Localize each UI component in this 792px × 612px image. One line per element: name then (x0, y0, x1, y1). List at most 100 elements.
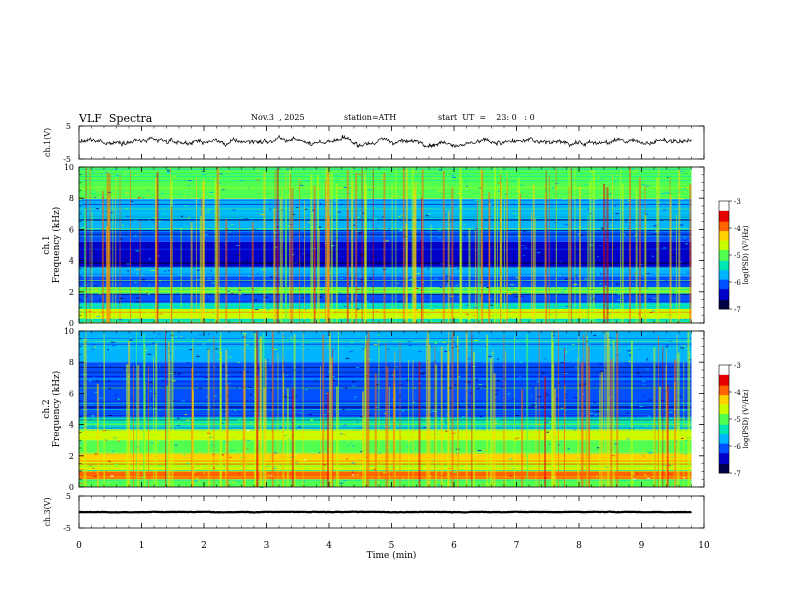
speckle (251, 401, 255, 403)
speckle (148, 219, 150, 221)
speckle (320, 484, 323, 486)
sferic (534, 217, 536, 323)
speckle (521, 244, 526, 246)
speckle (222, 189, 225, 191)
speckle (437, 229, 442, 231)
speckle (339, 482, 344, 484)
sferic (283, 373, 285, 487)
sferic (476, 200, 478, 323)
speckle (627, 446, 629, 448)
speckle (126, 263, 130, 265)
speckle (415, 267, 419, 269)
speckle (561, 291, 565, 293)
speckle (576, 233, 581, 235)
speckle (686, 250, 691, 252)
colorbar-step (719, 267, 729, 269)
speckle (672, 290, 675, 292)
colorbar-step (719, 425, 729, 428)
speckle (455, 485, 457, 487)
speckle (413, 401, 415, 403)
speckle (516, 199, 518, 201)
speckle (294, 282, 298, 284)
speckle (323, 480, 326, 482)
speckle (600, 273, 603, 275)
speckle (594, 431, 598, 433)
speckle (665, 346, 669, 348)
speckle (269, 363, 272, 365)
speckle (237, 417, 240, 419)
sferic (500, 182, 503, 323)
speckle (439, 263, 443, 265)
speckle (628, 361, 631, 363)
speckle (429, 309, 434, 311)
sferic (471, 331, 473, 487)
sferic (564, 385, 566, 487)
speckle (216, 416, 219, 418)
speckle (291, 339, 295, 341)
colorbar-step (719, 433, 729, 436)
speckle (639, 406, 643, 408)
speckle (538, 264, 542, 266)
speckle (587, 201, 590, 203)
texture-line (79, 338, 692, 339)
colorbar-step (719, 265, 729, 268)
speckle (515, 217, 519, 219)
speckle (662, 443, 664, 445)
sferic (156, 172, 159, 323)
speckle (535, 216, 539, 218)
speckle (634, 254, 637, 256)
speckle (177, 374, 180, 376)
sferic (658, 167, 660, 323)
speckle (681, 423, 683, 425)
sferic (310, 174, 313, 323)
sferic (503, 199, 505, 323)
speckle (199, 334, 203, 336)
speckle (342, 177, 344, 179)
y-tick-label: 4 (69, 257, 74, 266)
speckle (149, 407, 153, 409)
x-tick-label: 6 (451, 541, 457, 551)
speckle (234, 409, 237, 411)
speckle (564, 351, 568, 353)
speckle (153, 290, 156, 292)
speckle (286, 374, 289, 376)
speckle (486, 201, 489, 203)
colorbar-step (719, 373, 729, 375)
speckle (130, 200, 133, 202)
speckle (91, 415, 95, 417)
speckle (665, 279, 667, 281)
speckle (270, 340, 272, 342)
speckle (197, 480, 200, 482)
speckle (409, 279, 413, 281)
texture-line (79, 339, 692, 341)
speckle (552, 335, 555, 337)
sferic (112, 191, 114, 323)
speckle (88, 380, 92, 382)
speckle (658, 331, 661, 333)
speckle (648, 399, 652, 401)
colorbar-step (719, 248, 729, 250)
speckle (220, 430, 224, 432)
speckle (495, 390, 500, 392)
sferic (587, 214, 589, 323)
speckle (127, 188, 129, 190)
speckle (136, 269, 139, 271)
speckle (593, 402, 597, 404)
colorbar-step (719, 448, 729, 451)
colorbar-step (719, 375, 729, 378)
speckle (358, 276, 362, 278)
sferic (103, 341, 105, 487)
speckle (435, 313, 438, 315)
speckle (399, 229, 403, 231)
speckle (201, 191, 203, 193)
speckle (105, 439, 108, 441)
sferic (395, 167, 397, 323)
speckle (524, 247, 527, 249)
sferic (421, 169, 424, 323)
speckle (539, 396, 542, 398)
speckle (226, 211, 231, 213)
texture-line (79, 365, 692, 367)
speckle (463, 223, 467, 225)
speckle (557, 224, 561, 226)
speckle (90, 260, 92, 262)
